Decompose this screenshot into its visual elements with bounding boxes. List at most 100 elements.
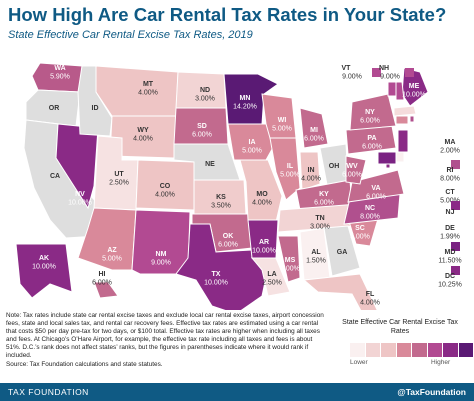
state-rate-wy: 4.00% — [133, 136, 153, 143]
state-abbr-ut: UT — [114, 171, 124, 178]
state-rate-ar: 10.00% — [252, 248, 276, 255]
legend-swatch-2 — [365, 343, 380, 357]
state-abbr-dc: DC — [445, 273, 455, 280]
state-ga — [323, 225, 361, 277]
state-abbr-sd: SD — [197, 123, 207, 130]
state-rate-dc: 10.25% — [438, 282, 462, 289]
callout-swatch-nh — [405, 68, 414, 77]
legend-swatch-1 — [350, 343, 365, 357]
state-abbr-ga: GA — [337, 249, 348, 256]
state-dc — [385, 163, 391, 169]
state-rate-wi: 5.00% — [272, 126, 292, 133]
state-abbr-nc: NC — [365, 205, 375, 212]
state-abbr-la: LA — [267, 271, 276, 278]
state-abbr-id: ID — [92, 105, 99, 112]
state-ak — [15, 243, 73, 299]
callout-swatch-ri — [451, 160, 460, 169]
state-va — [347, 169, 405, 203]
state-md — [377, 151, 397, 165]
state-abbr-ar: AR — [259, 239, 269, 246]
footer-bar: TAX FOUNDATION @TaxFoundation — [0, 383, 474, 401]
state-rate-mn: 14.20% — [233, 104, 257, 111]
state-rate-hi: 6.00% — [92, 280, 112, 287]
state-abbr-fl: FL — [366, 291, 375, 298]
state-ms — [277, 235, 301, 283]
state-abbr-ne: NE — [205, 161, 215, 168]
state-rate-wa: 5.90% — [50, 74, 70, 81]
map-subtitle: State Effective Car Rental Excise Tax Ra… — [8, 29, 253, 41]
state-abbr-wi: WI — [278, 117, 287, 124]
state-rate-me: 10.00% — [402, 92, 426, 99]
state-abbr-nh: NH — [379, 65, 389, 72]
state-rate-tx: 10.00% — [204, 280, 228, 287]
state-rate-nv: 10.00% — [68, 200, 92, 207]
state-abbr-wy: WY — [137, 127, 149, 134]
state-rate-tn: 3.00% — [310, 224, 330, 231]
state-rate-fl: 4.00% — [360, 300, 380, 307]
legend-bar — [350, 343, 474, 357]
state-abbr-ct: CT — [445, 189, 455, 196]
state-abbr-mn: MN — [240, 95, 251, 102]
state-rate-ut: 2.50% — [109, 180, 129, 187]
state-abbr-me: ME — [409, 83, 420, 90]
state-abbr-wv: WV — [346, 163, 358, 170]
state-abbr-nj: NJ — [446, 209, 455, 216]
state-ct — [395, 115, 409, 125]
source-text: Source: Tax Foundation calculations and … — [6, 360, 163, 368]
state-rate-mo: 4.00% — [252, 200, 272, 207]
state-rate-ok: 6.00% — [218, 242, 238, 249]
state-abbr-sc: SC — [355, 225, 365, 232]
state-abbr-nd: ND — [200, 87, 210, 94]
state-in — [299, 151, 321, 191]
state-abbr-ms: MS — [285, 257, 296, 264]
state-ri — [409, 115, 415, 123]
legend-high-label: Higher — [431, 359, 451, 366]
state-rate-de: 1.99% — [440, 234, 460, 241]
state-fl — [302, 273, 378, 310]
us-map: WA 5.90% OR CA NV 10.00% ID MT 4.00% WY 4.00% UT 2.5… — [15, 62, 462, 310]
state-rate-mt: 4.00% — [138, 90, 158, 97]
state-rate-va: 6.00% — [366, 194, 386, 201]
state-abbr-il: IL — [287, 163, 294, 170]
state-la — [250, 257, 291, 297]
state-rate-nc: 8.00% — [360, 214, 380, 221]
state-rate-ak: 10.00% — [32, 264, 56, 271]
state-rate-vt: 9.00% — [342, 74, 362, 81]
state-abbr-or: OR — [49, 105, 60, 112]
state-hi — [93, 281, 119, 299]
state-rate-md: 11.50% — [438, 258, 461, 265]
state-ma — [393, 105, 417, 117]
state-abbr-hi: HI — [99, 271, 106, 278]
footer-org: TAX FOUNDATION — [8, 387, 89, 397]
state-rate-az: 5.00% — [102, 256, 122, 263]
callout-swatch-nj — [451, 201, 460, 210]
state-abbr-ks: KS — [216, 194, 226, 201]
state-abbr-ma: MA — [445, 139, 456, 146]
state-abbr-mt: MT — [143, 81, 154, 88]
state-abbr-az: AZ — [107, 247, 117, 254]
state-abbr-al: AL — [311, 249, 321, 256]
state-abbr-ky: KY — [319, 191, 329, 198]
legend-swatch-6 — [427, 343, 442, 357]
callout-swatch-vt — [372, 68, 381, 77]
state-rate-al: 1.50% — [306, 258, 326, 265]
state-abbr-tx: TX — [212, 271, 221, 278]
state-abbr-oh: OH — [329, 163, 340, 170]
state-rate-ri: 8.00% — [440, 176, 460, 183]
state-nj — [397, 129, 409, 153]
state-il — [269, 137, 301, 201]
state-abbr-tn: TN — [315, 215, 324, 222]
state-abbr-mi: MI — [310, 127, 318, 134]
state-vt — [387, 81, 397, 97]
legend-swatch-4 — [396, 343, 411, 357]
state-rate-la: 2.50% — [262, 280, 282, 287]
state-ny — [349, 93, 397, 131]
state-rate-ma: 2.00% — [440, 148, 460, 155]
callout-swatch-md — [451, 242, 460, 251]
state-rate-ks: 3.50% — [211, 203, 231, 210]
map-title: How High Are Car Rental Tax Rates in You… — [8, 4, 447, 25]
legend-swatch-3 — [381, 343, 396, 357]
state-rate-sc: 5.00% — [350, 234, 370, 241]
state-mi — [299, 107, 329, 149]
state-rate-in: 4.00% — [301, 176, 321, 183]
